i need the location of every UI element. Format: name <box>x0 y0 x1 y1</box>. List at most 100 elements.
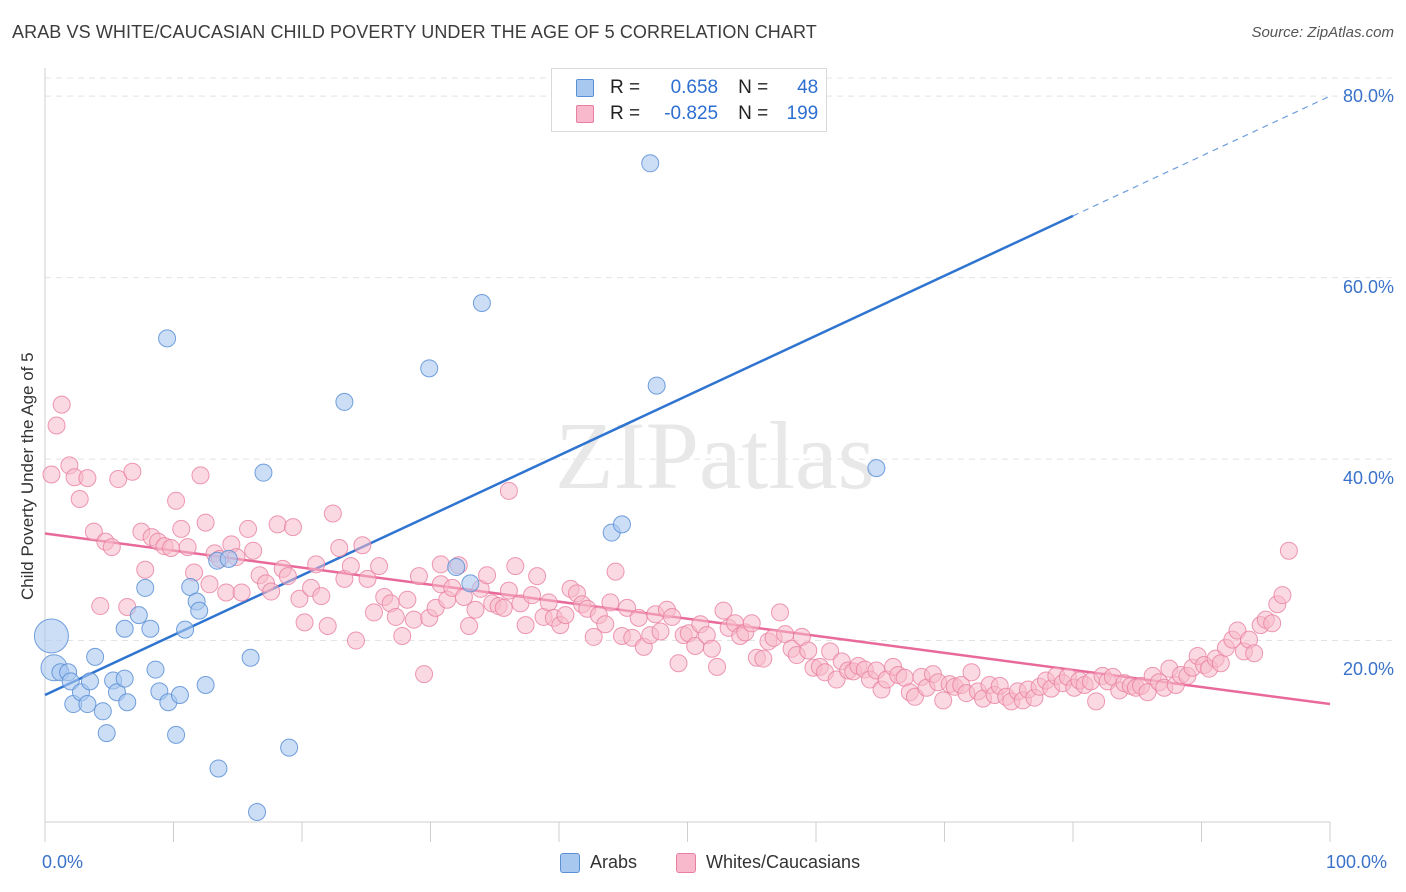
point-whites <box>123 462 142 481</box>
point-arabs <box>612 515 631 534</box>
point-whites <box>84 522 103 541</box>
point-whites <box>460 617 479 636</box>
point-whites <box>523 586 542 605</box>
point-whites <box>196 513 215 532</box>
point-arabs <box>93 702 112 721</box>
point-arabs <box>118 693 137 712</box>
point-whites <box>1211 654 1230 673</box>
point-whites <box>232 583 251 602</box>
point-whites <box>191 466 210 485</box>
point-whites <box>346 631 365 650</box>
point-arabs <box>241 648 260 667</box>
point-whites <box>312 587 331 606</box>
point-arabs <box>280 738 299 757</box>
legend-row-whites: R = -0.825 N = 199 <box>576 103 818 125</box>
point-arabs <box>141 619 160 638</box>
point-arabs <box>472 294 491 313</box>
legend-n-label: N = <box>738 77 769 98</box>
point-whites <box>1263 614 1282 633</box>
point-whites <box>596 615 615 634</box>
series-whites-points <box>42 395 1298 711</box>
point-whites <box>516 616 535 635</box>
point-whites <box>409 567 428 586</box>
point-whites <box>295 613 314 632</box>
point-whites <box>178 538 197 557</box>
point-whites <box>601 593 620 612</box>
legend-swatch-arabs <box>576 79 594 97</box>
point-whites <box>323 504 342 523</box>
point-whites <box>799 641 818 660</box>
point-whites <box>290 589 309 608</box>
point-whites <box>821 642 840 661</box>
point-whites <box>42 465 61 484</box>
point-whites <box>268 515 287 534</box>
point-whites <box>466 600 485 619</box>
point-arabs <box>176 620 195 639</box>
point-arabs <box>209 759 228 778</box>
point-whites <box>771 603 790 622</box>
point-whites <box>109 470 128 489</box>
point-arabs <box>78 695 97 714</box>
bottom-legend-swatch-whites <box>676 852 696 873</box>
point-whites <box>404 610 423 629</box>
point-whites <box>386 607 405 626</box>
point-whites <box>102 538 121 557</box>
point-arabs <box>115 669 134 688</box>
axes <box>44 68 1331 842</box>
point-whites <box>1273 586 1292 605</box>
point-arabs <box>86 647 105 666</box>
point-arabs <box>129 606 148 625</box>
bottom-legend-label-arabs: Arabs <box>590 852 638 872</box>
legend-row-arabs: R = 0.658 N = 48 <box>576 77 818 99</box>
point-arabs <box>158 329 177 348</box>
point-whites <box>358 569 377 588</box>
point-whites <box>478 566 497 585</box>
point-whites <box>136 560 155 579</box>
bottom-legend-swatch-arabs <box>560 852 580 873</box>
point-whites <box>167 491 186 510</box>
point-whites <box>364 603 383 622</box>
point-whites <box>70 489 89 508</box>
point-whites <box>431 555 450 574</box>
point-whites <box>393 627 412 645</box>
point-whites <box>1138 683 1157 702</box>
point-whites <box>506 557 525 576</box>
bottom-legend-arabs: Arabs <box>560 852 637 873</box>
point-arabs <box>167 725 186 744</box>
point-arabs <box>80 672 99 691</box>
point-whites <box>47 416 66 435</box>
x-tick-0: 0.0% <box>42 852 84 872</box>
point-whites <box>239 519 258 538</box>
point-whites <box>499 581 518 600</box>
point-whites <box>669 654 688 673</box>
point-whites <box>618 598 637 617</box>
point-whites <box>284 518 303 537</box>
point-whites <box>244 541 263 560</box>
point-arabs <box>335 392 354 411</box>
point-arabs <box>190 601 209 620</box>
point-arabs <box>254 463 273 482</box>
point-whites <box>499 481 518 500</box>
legend-n-value: 48 <box>797 77 819 98</box>
point-whites <box>52 395 71 414</box>
point-arabs <box>33 618 69 654</box>
point-arabs <box>196 675 215 694</box>
chart-title: ARAB VS WHITE/CAUCASIAN CHILD POVERTY UN… <box>12 22 817 42</box>
legend-n-label: N = <box>738 103 769 124</box>
y-tick-40: 40.0% <box>1342 468 1394 488</box>
point-whites <box>172 519 191 538</box>
point-whites <box>200 575 219 594</box>
legend-r-label: R = <box>610 77 641 98</box>
point-whites <box>415 665 434 684</box>
trend-lines <box>44 95 1331 706</box>
trend-line-arabs-extension <box>1072 95 1331 217</box>
point-whites <box>278 567 297 586</box>
bottom-legend-whites: Whites/Caucasians <box>676 852 860 873</box>
point-whites <box>702 639 721 658</box>
point-arabs <box>97 724 116 743</box>
point-whites <box>962 663 981 682</box>
y-tick-80: 80.0% <box>1342 86 1394 106</box>
source-label: Source: ZipAtlas.com <box>1251 24 1394 41</box>
point-arabs <box>420 359 439 378</box>
point-whites <box>91 597 110 616</box>
